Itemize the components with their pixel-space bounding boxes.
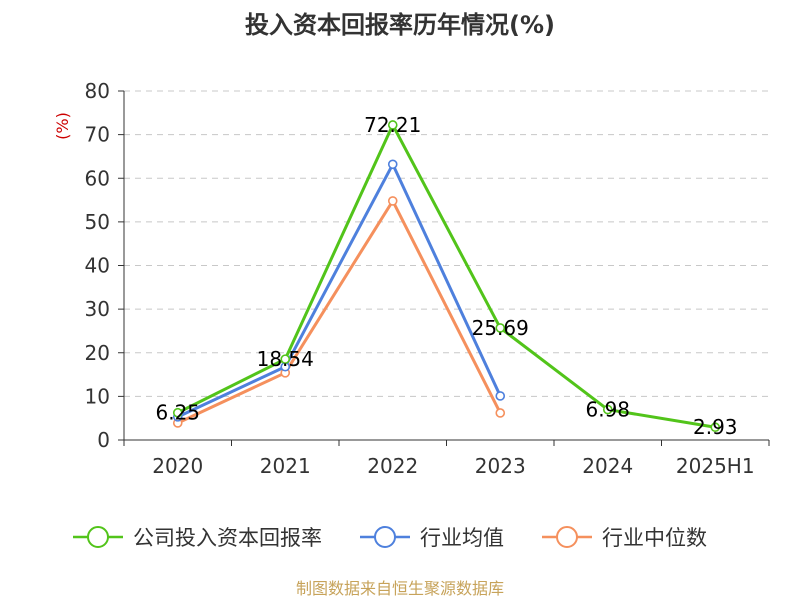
chart-title: 投入资本回报率历年情况(%) — [245, 11, 555, 39]
data-labels: 6.25 18.54 72.21 25.69 6.98 2.93 — [155, 113, 737, 439]
axes: 0 10 20 30 40 50 60 70 80 2020 2021 2022 2023 2024 202… — [85, 79, 770, 478]
y-tick-label: 30 — [85, 297, 110, 321]
legend-swatch-marker — [374, 526, 396, 548]
data-label: 25.69 — [472, 316, 529, 340]
y-tick-label: 60 — [85, 166, 110, 190]
y-tick-label: 50 — [85, 210, 110, 234]
x-tick-label: 2022 — [367, 454, 418, 478]
y-tick-label: 0 — [97, 428, 110, 452]
data-label: 72.21 — [364, 113, 421, 137]
data-point[interactable] — [387, 196, 398, 206]
data-point[interactable] — [387, 159, 398, 170]
data-label: 18.54 — [257, 347, 314, 371]
legend-label: 行业中位数 — [602, 526, 707, 550]
data-point[interactable] — [710, 422, 721, 433]
legend-item[interactable]: 公司投入资本回报率 — [73, 526, 322, 550]
legend[interactable]: 公司投入资本回报率 行业均值 行业中位数 — [73, 526, 707, 550]
legend-label: 公司投入资本回报率 — [133, 526, 322, 550]
grid-lines — [124, 90, 769, 397]
series-line — [177, 123, 716, 429]
legend-label: 行业均值 — [420, 526, 504, 550]
series-group — [172, 120, 721, 433]
data-point[interactable] — [495, 391, 506, 401]
series-line — [177, 162, 502, 419]
y-tick-label: 40 — [85, 254, 110, 278]
data-point[interactable] — [495, 323, 506, 333]
data-label: 2.93 — [693, 415, 738, 439]
source-note: 制图数据来自恒生聚源数据库 — [296, 579, 504, 598]
legend-swatch-marker — [556, 526, 578, 548]
legend-item[interactable]: 行业中位数 — [542, 526, 707, 550]
x-tick-label: 2020 — [152, 454, 203, 478]
y-tick-label: 10 — [85, 384, 110, 408]
x-tick-label: 2023 — [475, 454, 526, 478]
series-line — [177, 199, 502, 425]
y-axis-unit: (%) — [53, 112, 72, 140]
y-tick-label: 80 — [85, 79, 110, 103]
data-point[interactable] — [387, 120, 398, 130]
x-tick-label: 2021 — [260, 454, 311, 478]
data-point[interactable] — [280, 354, 291, 364]
legend-item[interactable]: 行业均值 — [360, 526, 504, 550]
data-point[interactable] — [602, 404, 613, 415]
data-point[interactable] — [495, 408, 506, 418]
y-tick-label: 20 — [85, 341, 110, 365]
legend-swatch-marker — [87, 526, 109, 548]
x-tick-label: 2024 — [582, 454, 633, 478]
x-tick-label: 2025H1 — [676, 454, 755, 478]
y-tick-label: 70 — [85, 123, 110, 147]
data-label: 6.25 — [155, 401, 200, 425]
data-label: 6.98 — [585, 398, 630, 422]
data-point[interactable] — [172, 407, 183, 418]
